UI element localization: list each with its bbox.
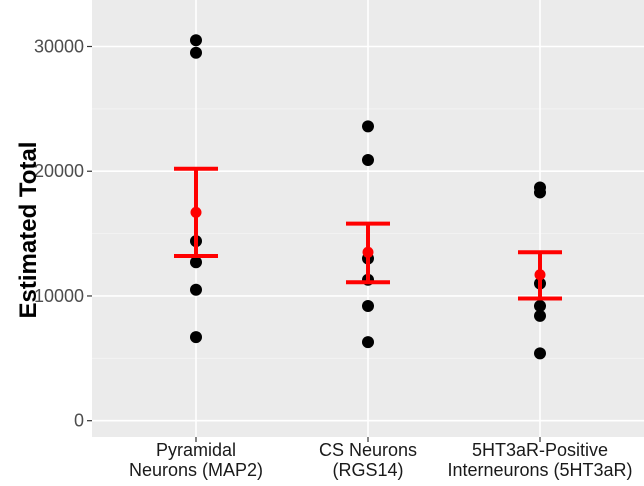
y-tick-label: 20000: [34, 161, 84, 181]
data-point: [190, 331, 202, 344]
data-point: [362, 299, 374, 312]
data-point: [534, 309, 546, 322]
data-point: [190, 34, 202, 47]
data-point: [534, 299, 546, 312]
data-point: [362, 336, 374, 349]
x-tick-label: Interneurons (5HT3aR): [447, 460, 632, 480]
mean-error-bars: [174, 166, 562, 301]
data-point: [190, 46, 202, 59]
data-point: [190, 256, 202, 269]
mean-point: [190, 206, 202, 218]
x-tick-label: CS Neurons: [319, 440, 417, 460]
x-tick-label: Neurons (MAP2): [129, 460, 263, 480]
x-tick-label: (RGS14): [332, 460, 403, 480]
data-point: [362, 120, 374, 133]
y-tick-label: 10000: [34, 286, 84, 306]
mean-point: [534, 269, 546, 281]
data-point: [362, 154, 374, 167]
data-point: [190, 283, 202, 296]
y-tick-label: 30000: [34, 37, 84, 57]
data-point: [534, 347, 546, 360]
data-point: [534, 186, 546, 199]
x-tick-label: Pyramidal: [156, 440, 236, 460]
y-axis-ticks: 0 10000 20000 30000: [34, 37, 92, 431]
x-tick-label: 5HT3aR-Positive: [472, 440, 608, 460]
major-gridlines: [92, 0, 644, 437]
y-axis-title: Estimated Total: [15, 142, 42, 319]
y-tick-label: 0: [74, 411, 84, 431]
mean-point: [362, 246, 374, 258]
